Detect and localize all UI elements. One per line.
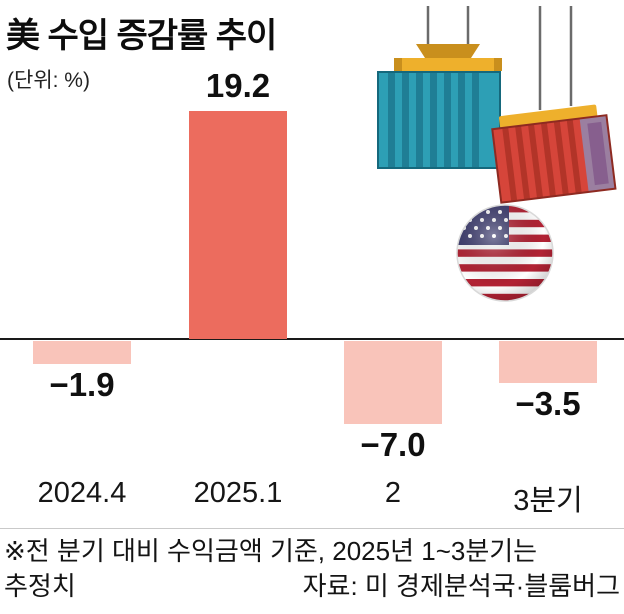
footnote-line2: 추정치 bbox=[4, 571, 76, 601]
us-flag-ball-icon bbox=[456, 204, 554, 302]
bar-value-label: −3.5 bbox=[515, 385, 581, 422]
zero-axis-line bbox=[0, 338, 624, 340]
bar-value-label: 19.2 bbox=[205, 67, 271, 104]
bar-2025-2 bbox=[344, 341, 442, 424]
shipping-container-blue-icon bbox=[377, 44, 502, 169]
bar-value-label: −1.9 bbox=[49, 366, 115, 403]
x-axis-label: 2 bbox=[384, 477, 402, 509]
shipping-container-red-icon bbox=[491, 104, 617, 204]
x-axis-label: 3분기 bbox=[513, 485, 583, 517]
source-credit: 자료: 미 경제분석국·블룸버그 bbox=[302, 571, 620, 601]
bar-group-2025-2: −7.0 2 bbox=[344, 0, 442, 614]
bar-2025-3 bbox=[499, 341, 597, 383]
footnote: ※전 분기 대비 수익금액 기준, 2025년 1~3분기는 추정치 자료: 미… bbox=[4, 534, 620, 604]
x-axis-label: 2024.4 bbox=[37, 477, 127, 509]
page-title: 美 수입 증감률 추이 bbox=[6, 17, 277, 55]
bar-2025-1 bbox=[189, 111, 287, 339]
bar-group-2025-1: 19.2 2025.1 bbox=[189, 0, 287, 614]
bar-group-2025-3: −3.5 3분기 bbox=[499, 0, 597, 614]
bar-2024-4 bbox=[33, 341, 131, 364]
bar-group-2024-4: −1.9 2024.4 bbox=[33, 0, 131, 614]
x-axis-label: 2025.1 bbox=[193, 477, 283, 509]
import-illustration bbox=[377, 6, 617, 302]
unit-label: (단위: %) bbox=[7, 69, 90, 92]
bar-value-label: −7.0 bbox=[360, 426, 426, 463]
footnote-line1: ※전 분기 대비 수익금액 기준, 2025년 1~3분기는 bbox=[4, 536, 538, 566]
footer-divider bbox=[0, 528, 624, 529]
